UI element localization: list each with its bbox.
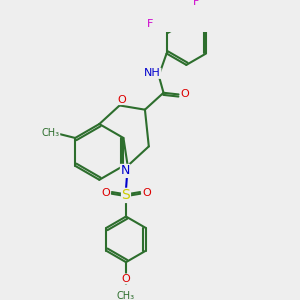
Text: F: F — [192, 0, 199, 8]
Text: CH₃: CH₃ — [117, 291, 135, 300]
Text: O: O — [122, 274, 130, 284]
Text: CH₃: CH₃ — [42, 128, 60, 138]
Text: O: O — [180, 89, 189, 100]
Text: F: F — [146, 19, 153, 29]
Text: NH: NH — [144, 68, 161, 78]
Text: N: N — [121, 164, 130, 177]
Text: O: O — [101, 188, 110, 198]
Text: S: S — [122, 188, 130, 203]
Text: O: O — [142, 188, 151, 198]
Text: O: O — [118, 94, 127, 104]
